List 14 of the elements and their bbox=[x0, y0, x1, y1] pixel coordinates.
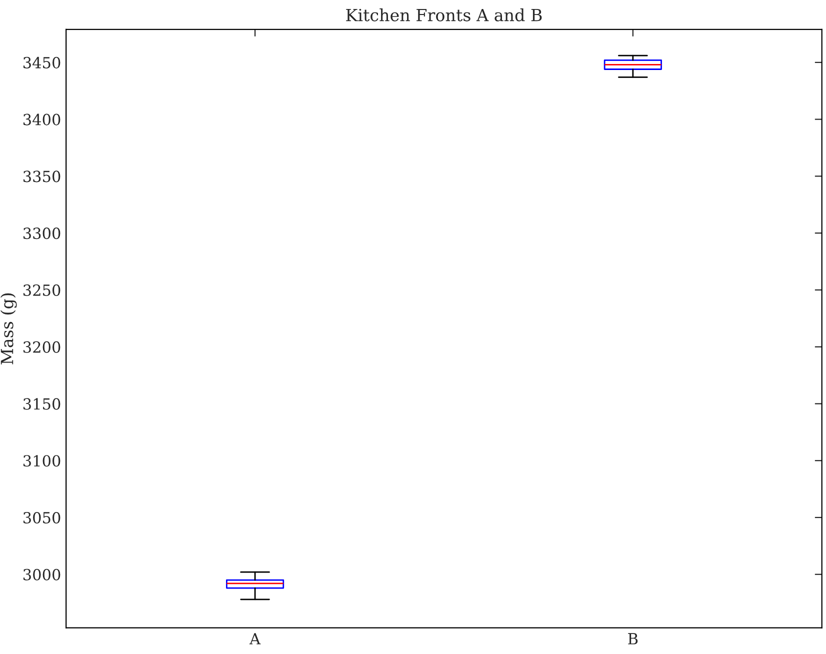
x-tick-label: A bbox=[249, 633, 261, 644]
y-tick-label: 3400 bbox=[24, 114, 60, 126]
y-tick-label: 3250 bbox=[24, 284, 60, 296]
y-tick-label: 3100 bbox=[24, 455, 60, 467]
y-tick-label: 3450 bbox=[24, 56, 60, 68]
y-tick-label: 3050 bbox=[24, 512, 60, 524]
y-tick-label: 3200 bbox=[24, 341, 60, 353]
y-tick-label: 3000 bbox=[24, 568, 60, 580]
y-tick-label: 3150 bbox=[24, 398, 60, 410]
x-tick-label: B bbox=[628, 633, 638, 644]
chart-title: Kitchen Fronts A and B bbox=[346, 8, 542, 22]
y-axis-title: Mass (g) bbox=[0, 293, 17, 364]
y-tick-label: 3350 bbox=[24, 170, 60, 182]
y-tick-label: 3300 bbox=[24, 228, 60, 240]
